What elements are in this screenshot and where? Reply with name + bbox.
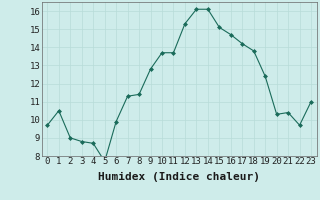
X-axis label: Humidex (Indice chaleur): Humidex (Indice chaleur) — [98, 172, 260, 182]
